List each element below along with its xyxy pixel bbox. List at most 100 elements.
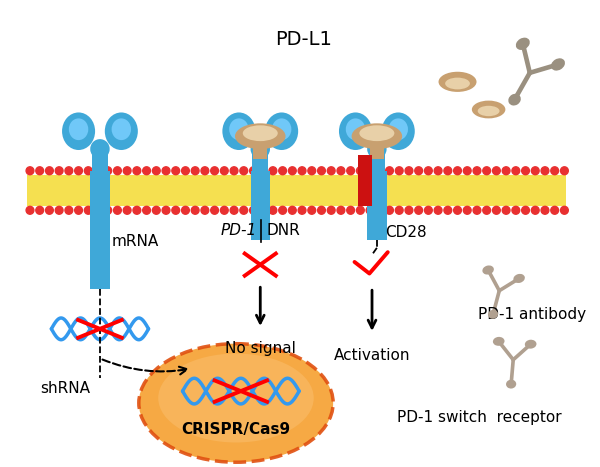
Ellipse shape <box>112 119 131 140</box>
Circle shape <box>532 206 539 214</box>
Circle shape <box>560 167 568 175</box>
FancyBboxPatch shape <box>367 171 386 240</box>
Ellipse shape <box>359 125 394 141</box>
Circle shape <box>308 206 316 214</box>
Circle shape <box>123 206 131 214</box>
Circle shape <box>521 167 529 175</box>
Circle shape <box>46 167 53 175</box>
Circle shape <box>328 206 335 214</box>
Circle shape <box>211 206 218 214</box>
Text: No signal: No signal <box>225 341 296 356</box>
Text: PD-1: PD-1 <box>220 223 256 238</box>
Circle shape <box>356 167 364 175</box>
Circle shape <box>551 206 559 214</box>
Circle shape <box>434 167 442 175</box>
Circle shape <box>473 167 481 175</box>
Circle shape <box>347 206 355 214</box>
Circle shape <box>46 206 53 214</box>
Circle shape <box>454 206 461 214</box>
Circle shape <box>162 167 170 175</box>
Circle shape <box>36 167 44 175</box>
Circle shape <box>55 167 63 175</box>
Circle shape <box>376 206 383 214</box>
Circle shape <box>220 167 228 175</box>
Text: mRNA: mRNA <box>112 234 159 249</box>
FancyBboxPatch shape <box>253 141 267 159</box>
Circle shape <box>405 167 413 175</box>
Circle shape <box>36 206 44 214</box>
Circle shape <box>551 167 559 175</box>
Circle shape <box>191 206 199 214</box>
Circle shape <box>337 206 345 214</box>
Ellipse shape <box>439 72 476 92</box>
Circle shape <box>152 167 160 175</box>
Circle shape <box>463 206 471 214</box>
Circle shape <box>269 167 277 175</box>
Ellipse shape <box>516 38 530 50</box>
Ellipse shape <box>69 119 88 140</box>
Text: shRNA: shRNA <box>40 381 90 396</box>
Ellipse shape <box>90 139 110 159</box>
Circle shape <box>473 206 481 214</box>
Circle shape <box>133 167 141 175</box>
Circle shape <box>521 206 529 214</box>
Ellipse shape <box>251 139 270 159</box>
Circle shape <box>259 206 267 214</box>
Circle shape <box>415 167 422 175</box>
Circle shape <box>483 167 491 175</box>
Ellipse shape <box>243 125 278 141</box>
Circle shape <box>532 167 539 175</box>
Circle shape <box>250 206 257 214</box>
Circle shape <box>279 206 287 214</box>
Circle shape <box>328 167 335 175</box>
Circle shape <box>454 167 461 175</box>
Circle shape <box>386 167 394 175</box>
Ellipse shape <box>339 113 372 150</box>
Circle shape <box>308 167 316 175</box>
Circle shape <box>220 206 228 214</box>
Circle shape <box>85 167 92 175</box>
Ellipse shape <box>478 106 500 116</box>
Circle shape <box>259 167 267 175</box>
Ellipse shape <box>105 113 138 150</box>
Circle shape <box>493 206 500 214</box>
Circle shape <box>405 206 413 214</box>
Ellipse shape <box>514 274 525 283</box>
Circle shape <box>113 167 121 175</box>
Circle shape <box>250 167 257 175</box>
Circle shape <box>502 167 510 175</box>
Ellipse shape <box>367 139 386 159</box>
Circle shape <box>74 167 82 175</box>
Circle shape <box>269 206 277 214</box>
Text: DNR: DNR <box>266 223 300 238</box>
Circle shape <box>55 206 63 214</box>
Circle shape <box>386 206 394 214</box>
Circle shape <box>230 167 238 175</box>
Circle shape <box>483 206 491 214</box>
Circle shape <box>337 167 345 175</box>
Circle shape <box>298 167 306 175</box>
Ellipse shape <box>229 119 248 140</box>
Circle shape <box>172 206 179 214</box>
Circle shape <box>395 167 403 175</box>
Ellipse shape <box>506 380 516 389</box>
Circle shape <box>279 167 287 175</box>
Circle shape <box>240 167 248 175</box>
Circle shape <box>289 206 296 214</box>
Circle shape <box>182 206 190 214</box>
Ellipse shape <box>139 344 333 462</box>
Circle shape <box>395 206 403 214</box>
Text: PD-L1: PD-L1 <box>275 30 332 50</box>
Ellipse shape <box>525 340 536 349</box>
Circle shape <box>317 206 325 214</box>
Circle shape <box>560 206 568 214</box>
Circle shape <box>85 206 92 214</box>
Circle shape <box>434 206 442 214</box>
Circle shape <box>94 167 102 175</box>
Circle shape <box>143 167 151 175</box>
Circle shape <box>211 167 218 175</box>
Circle shape <box>201 206 209 214</box>
Circle shape <box>512 206 520 214</box>
Circle shape <box>493 167 500 175</box>
Ellipse shape <box>158 354 314 443</box>
